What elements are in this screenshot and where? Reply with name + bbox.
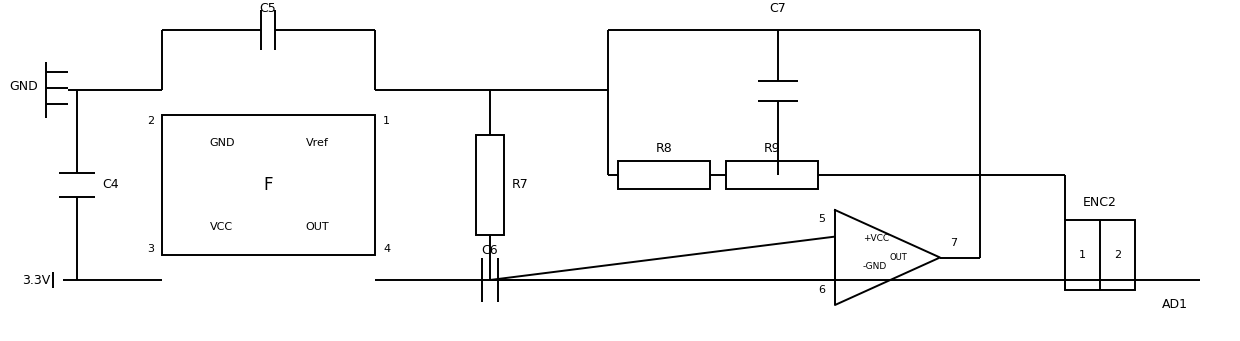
Text: 2: 2 — [1114, 250, 1121, 260]
Text: 1: 1 — [383, 116, 391, 126]
Text: 3.3V: 3.3V — [22, 273, 51, 286]
Text: GND: GND — [9, 79, 38, 92]
Bar — [1065, 220, 1135, 290]
Text: R7: R7 — [512, 178, 528, 192]
Text: R8: R8 — [656, 143, 672, 155]
Text: C4: C4 — [102, 178, 119, 192]
Text: OUT: OUT — [306, 222, 330, 232]
Text: 2: 2 — [146, 116, 154, 126]
Text: 3: 3 — [148, 244, 154, 254]
Bar — [476, 135, 503, 235]
Text: R9: R9 — [764, 143, 780, 155]
Text: Vref: Vref — [306, 138, 329, 148]
Text: F: F — [264, 176, 273, 194]
Text: 6: 6 — [818, 285, 825, 295]
Text: OUT: OUT — [890, 253, 908, 262]
Text: 1: 1 — [1079, 250, 1086, 260]
Text: VCC: VCC — [210, 222, 233, 232]
Text: ENC2: ENC2 — [1083, 195, 1117, 208]
Bar — [162, 115, 374, 255]
Text: +VCC: +VCC — [863, 234, 889, 243]
Text: 4: 4 — [383, 244, 391, 254]
Text: 7: 7 — [950, 238, 957, 249]
Bar — [725, 161, 818, 189]
Text: AD1: AD1 — [1162, 298, 1188, 311]
Text: C6: C6 — [481, 243, 498, 256]
Bar — [618, 161, 711, 189]
Text: GND: GND — [208, 138, 234, 148]
Text: C5: C5 — [259, 1, 277, 15]
Text: -GND: -GND — [863, 262, 888, 271]
Text: C7: C7 — [770, 1, 786, 15]
Text: 5: 5 — [818, 213, 825, 224]
